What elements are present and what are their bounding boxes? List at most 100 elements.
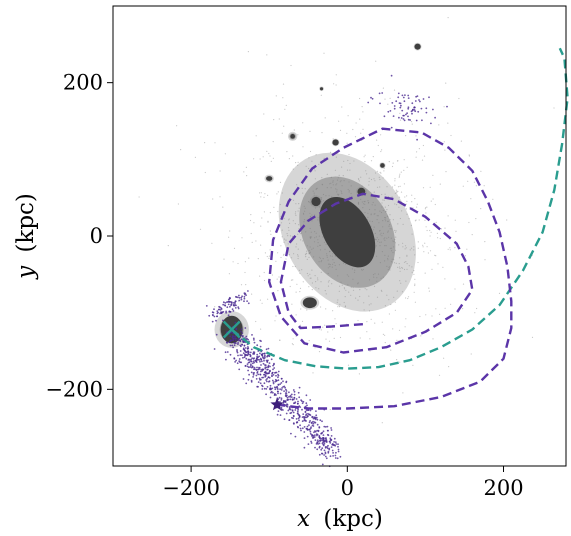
halo-particle — [416, 151, 418, 153]
halo-particle — [359, 97, 361, 100]
halo-particle — [297, 248, 299, 250]
stream-particle — [275, 379, 278, 382]
halo-particle — [396, 192, 398, 194]
stream-particle — [222, 319, 224, 322]
stream-particle — [302, 400, 305, 403]
halo-particle — [380, 172, 382, 174]
halo-particle — [299, 233, 301, 235]
halo-particle — [396, 160, 399, 162]
halo-particle — [401, 267, 404, 269]
stream-particle — [276, 388, 279, 390]
stream-particle — [236, 362, 239, 365]
halo-particle — [309, 212, 311, 214]
stream-particle — [293, 397, 296, 399]
halo-particle — [380, 134, 382, 136]
halo-particle — [267, 220, 269, 222]
stream-particle — [290, 411, 293, 414]
stream-particle — [260, 340, 262, 342]
halo-particle — [364, 161, 366, 163]
halo-particle — [458, 97, 460, 100]
halo-particle — [290, 257, 293, 259]
stream-particle — [229, 344, 232, 347]
halo-particle — [443, 106, 445, 108]
stream-particle — [316, 441, 319, 444]
halo-particle — [391, 196, 393, 198]
stream-particle — [261, 376, 263, 379]
halo-particle — [292, 220, 294, 222]
halo-particle — [295, 314, 297, 316]
halo-particle — [260, 192, 262, 194]
stream-particle — [238, 299, 241, 302]
halo-particle — [354, 136, 357, 138]
halo-particle — [405, 208, 407, 210]
stream-particle — [407, 94, 410, 97]
stream-particle — [303, 437, 306, 439]
halo-particle — [347, 364, 350, 366]
stream-particle — [247, 351, 250, 354]
stream-particle — [288, 408, 291, 411]
halo-particle — [335, 188, 337, 190]
halo-particle — [278, 118, 280, 120]
halo-particle — [423, 155, 426, 157]
halo-particle — [285, 258, 287, 260]
halo-particle — [368, 310, 371, 312]
halo-particle — [327, 331, 329, 333]
halo-particle — [431, 315, 433, 317]
stream-particle — [250, 379, 253, 382]
stream-particle — [297, 402, 299, 405]
stream-particle — [259, 352, 261, 355]
halo-particle — [382, 177, 384, 179]
halo-particle — [361, 185, 363, 187]
halo-particle — [309, 237, 311, 239]
stream-particle — [239, 361, 242, 364]
stream-particle — [237, 339, 240, 342]
halo-particle — [414, 220, 416, 222]
satellite-position-marker — [222, 320, 241, 339]
stream-particle — [334, 444, 337, 447]
halo-particle — [332, 253, 334, 255]
halo-particle — [429, 235, 431, 237]
halo-particle — [378, 176, 380, 178]
halo-particle — [439, 237, 441, 240]
companion-4-core — [414, 43, 421, 50]
stream-particle — [242, 378, 245, 380]
halo-particle — [426, 246, 428, 248]
halo-particle — [324, 290, 326, 292]
halo-particle — [308, 286, 310, 288]
halo-particle — [360, 132, 362, 134]
halo-particle — [366, 289, 368, 291]
halo-particle — [379, 210, 381, 212]
stream-particle — [232, 304, 235, 307]
stream-particle — [307, 443, 310, 445]
stream-particle — [275, 371, 278, 374]
halo-particle — [244, 271, 246, 274]
stream-particle — [306, 404, 308, 407]
halo-particle — [354, 269, 356, 271]
halo-particle — [358, 180, 360, 182]
y-tick-label: −200 — [45, 377, 103, 401]
stream-particle — [239, 354, 242, 356]
stream-particle — [237, 343, 239, 345]
halo-particle — [384, 218, 386, 220]
halo-particle — [325, 308, 327, 310]
stream-particle — [238, 358, 241, 360]
halo-particle — [427, 252, 429, 254]
halo-particle — [425, 314, 427, 316]
halo-particle — [288, 229, 290, 231]
halo-particle — [324, 117, 326, 119]
halo-particle — [364, 211, 366, 214]
stream-particle — [395, 100, 398, 103]
stream-particle — [269, 396, 272, 399]
stream-particle — [270, 391, 272, 394]
halo-particle — [362, 111, 364, 113]
stream-particle — [285, 412, 288, 415]
halo-particle — [320, 261, 322, 263]
halo-particle — [255, 320, 257, 323]
halo-particle — [371, 204, 373, 206]
stream-particle — [322, 430, 325, 433]
halo-particle — [343, 301, 345, 304]
halo-particle — [380, 150, 382, 153]
halo-particle — [311, 269, 313, 271]
stream-particle — [255, 368, 258, 371]
halo-particle — [341, 192, 343, 195]
